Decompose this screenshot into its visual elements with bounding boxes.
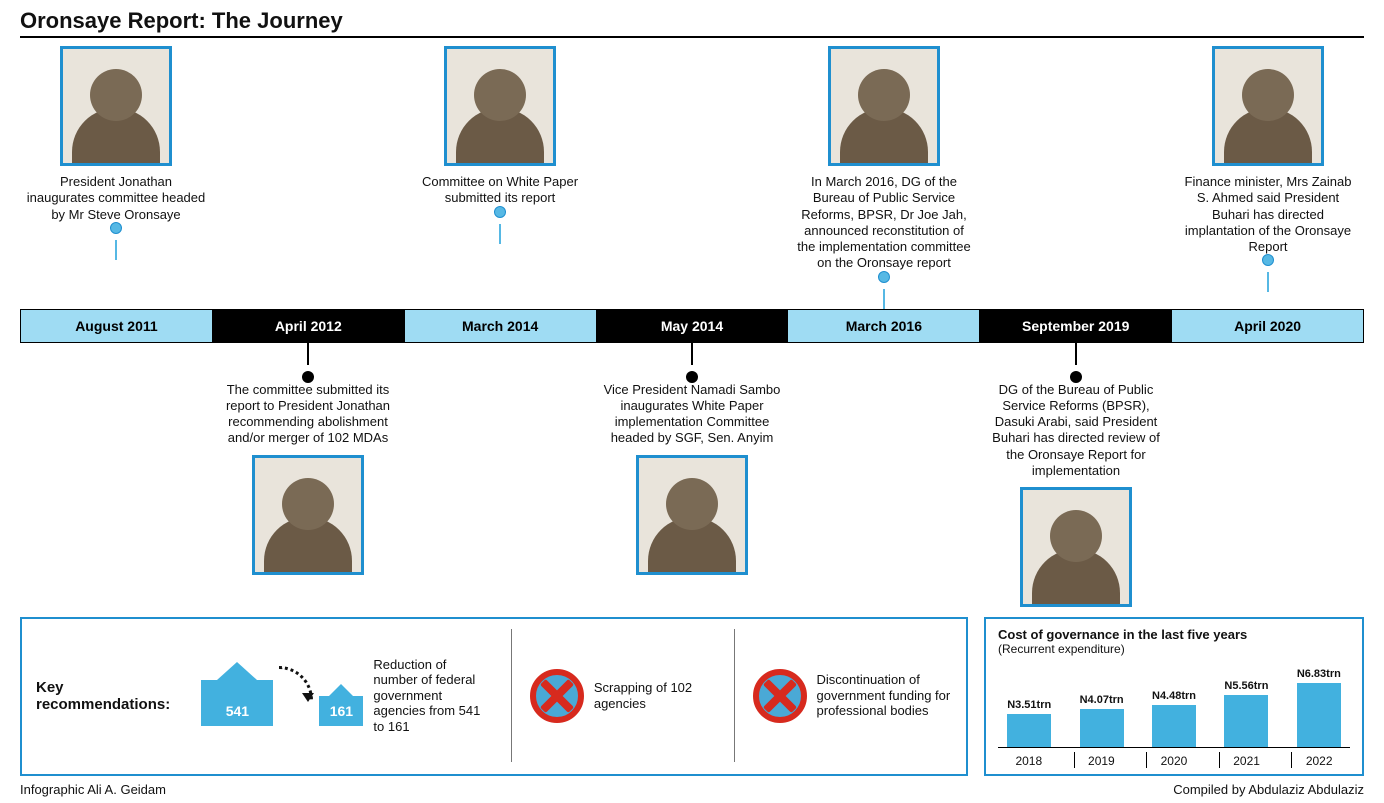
reco-item-1: Scrapping of 102 agencies bbox=[530, 669, 716, 723]
cost-bar-label: N3.51trn bbox=[1007, 699, 1051, 711]
credit-right: Compiled by Abdulaziz Abdulaziz bbox=[1173, 782, 1364, 797]
timeline-date-0: August 2011 bbox=[21, 310, 213, 342]
cost-bar bbox=[1007, 714, 1051, 747]
timeline-event-6: Finance minister, Mrs Zainab S. Ahmed sa… bbox=[1172, 46, 1364, 309]
timeline-date-5: September 2019 bbox=[980, 310, 1172, 342]
cost-bar-2019: N4.07trn bbox=[1074, 694, 1128, 747]
reco-text-1: Scrapping of 102 agencies bbox=[594, 680, 716, 711]
cost-year-label: 2019 bbox=[1074, 752, 1129, 768]
cost-chart-box: Cost of governance in the last five year… bbox=[984, 617, 1364, 776]
reduction-to: 161 bbox=[319, 703, 363, 720]
timeline-event-0: President Jonathan inaugurates committee… bbox=[20, 46, 212, 309]
portrait-6 bbox=[1212, 46, 1324, 166]
arrow-icon bbox=[279, 666, 313, 700]
connector-dot bbox=[494, 206, 506, 218]
timeline-bar: August 2011 April 2012 March 2014 May 20… bbox=[20, 309, 1364, 343]
cost-bar bbox=[1080, 709, 1124, 747]
cost-bar bbox=[1297, 683, 1341, 747]
event-caption-3: Vice President Namadi Sambo inaugurates … bbox=[602, 382, 782, 447]
event-caption-0: President Jonathan inaugurates committee… bbox=[26, 174, 206, 223]
event-caption-5: DG of the Bureau of Public Service Refor… bbox=[986, 382, 1166, 480]
divider bbox=[734, 629, 735, 762]
event-caption-4: In March 2016, DG of the Bureau of Publi… bbox=[794, 174, 974, 272]
divider bbox=[511, 629, 512, 762]
credits: Infographic Ali A. Geidam Compiled by Ab… bbox=[20, 782, 1364, 797]
reco-item-0: 541 161 Reduction of number of federal g… bbox=[201, 657, 493, 735]
reduction-from: 541 bbox=[201, 703, 273, 720]
cost-bar-2022: N6.83trn bbox=[1292, 668, 1346, 747]
reco-text-0: Reduction of number of federal governmen… bbox=[373, 657, 493, 735]
timeline-event-3: Vice President Namadi Sambo inaugurates … bbox=[596, 343, 788, 608]
timeline-date-4: March 2016 bbox=[788, 310, 980, 342]
portrait-4 bbox=[828, 46, 940, 166]
reco-text-2: Discontinuation of government funding fo… bbox=[817, 672, 952, 719]
prohibit-icon bbox=[530, 669, 584, 723]
timeline-event-2: Committee on White Paper submitted its r… bbox=[404, 46, 596, 309]
timeline-date-6: April 2020 bbox=[1172, 310, 1363, 342]
timeline-bottom-row: x The committee submitted its report to … bbox=[20, 343, 1364, 608]
portrait-5 bbox=[1020, 487, 1132, 607]
event-caption-6: Finance minister, Mrs Zainab S. Ahmed sa… bbox=[1178, 174, 1358, 255]
footer-panels: Key recommendations: 541 161 Reduction o… bbox=[20, 617, 1364, 776]
cost-year-label: 2022 bbox=[1291, 752, 1346, 768]
cost-chart-xaxis: 2018 2019 2020 2021 2022 bbox=[998, 752, 1350, 768]
cost-bar-2018: N3.51trn bbox=[1002, 699, 1056, 747]
timeline-date-2: March 2014 bbox=[405, 310, 597, 342]
key-recommendations-box: Key recommendations: 541 161 Reduction o… bbox=[20, 617, 968, 776]
cost-bar-label: N4.07trn bbox=[1080, 694, 1124, 706]
connector-dot bbox=[878, 271, 890, 283]
connector-stem bbox=[115, 240, 117, 260]
portrait-2 bbox=[444, 46, 556, 166]
portrait-1 bbox=[252, 455, 364, 575]
cost-bar bbox=[1152, 705, 1196, 747]
cost-bar-2020: N4.48trn bbox=[1147, 690, 1201, 747]
reduction-icon: 541 161 bbox=[201, 666, 363, 726]
cost-bar-2021: N5.56trn bbox=[1219, 680, 1273, 747]
cost-bar bbox=[1224, 695, 1268, 747]
credit-left: Infographic Ali A. Geidam bbox=[20, 782, 166, 797]
timeline-event-5: DG of the Bureau of Public Service Refor… bbox=[980, 343, 1172, 608]
connector-stem bbox=[691, 343, 693, 365]
timeline-event-4: In March 2016, DG of the Bureau of Publi… bbox=[788, 46, 980, 309]
timeline: President Jonathan inaugurates committee… bbox=[20, 46, 1364, 607]
timeline-date-3: May 2014 bbox=[597, 310, 789, 342]
timeline-top-row: President Jonathan inaugurates committee… bbox=[20, 46, 1364, 309]
connector-stem bbox=[883, 289, 885, 309]
connector-dot bbox=[1262, 254, 1274, 266]
portrait-3 bbox=[636, 455, 748, 575]
cost-chart-title: Cost of governance in the last five year… bbox=[998, 627, 1350, 642]
connector-stem bbox=[1267, 272, 1269, 292]
prohibit-icon bbox=[753, 669, 807, 723]
recommendations-heading: Key recommendations: bbox=[36, 679, 177, 713]
connector-stem bbox=[1075, 343, 1077, 365]
event-caption-1: The committee submitted its report to Pr… bbox=[218, 382, 398, 447]
cost-bar-label: N6.83trn bbox=[1297, 668, 1341, 680]
timeline-event-1: The committee submitted its report to Pr… bbox=[212, 343, 404, 608]
cost-year-label: 2018 bbox=[1002, 752, 1056, 768]
cost-bar-label: N4.48trn bbox=[1152, 690, 1196, 702]
event-caption-2: Committee on White Paper submitted its r… bbox=[410, 174, 590, 207]
cost-bar-label: N5.56trn bbox=[1224, 680, 1268, 692]
page-title: Oronsaye Report: The Journey bbox=[20, 8, 1364, 38]
cost-year-label: 2021 bbox=[1219, 752, 1274, 768]
cost-chart-subtitle: (Recurrent expenditure) bbox=[998, 642, 1350, 656]
reco-item-2: Discontinuation of government funding fo… bbox=[753, 669, 952, 723]
cost-year-label: 2020 bbox=[1146, 752, 1201, 768]
connector-dot bbox=[110, 222, 122, 234]
connector-stem bbox=[499, 224, 501, 244]
timeline-date-1: April 2012 bbox=[213, 310, 405, 342]
connector-stem bbox=[307, 343, 309, 365]
cost-bar-chart: N3.51trn N4.07trn N4.48trn N5.56trn N6.83trn bbox=[998, 662, 1350, 748]
portrait-0 bbox=[60, 46, 172, 166]
